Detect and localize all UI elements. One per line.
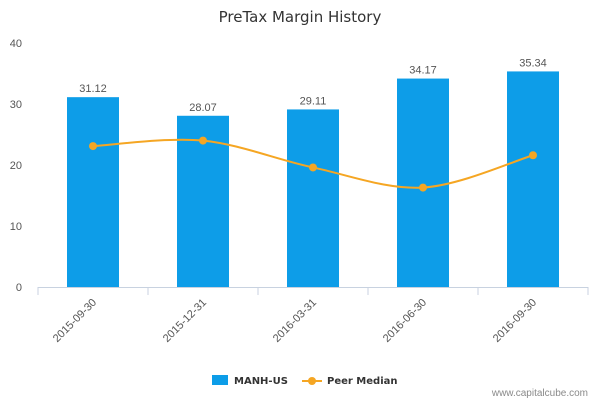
x-tick-label: 2015-12-31 [161, 297, 209, 345]
y-tick-label: 40 [10, 38, 22, 50]
legend-item-peer-median[interactable]: Peer Median [327, 376, 398, 387]
bar-series [67, 71, 559, 288]
legend[interactable]: MANH-US Peer Median [212, 375, 398, 387]
bar-data-label: 29.11 [300, 95, 327, 107]
y-tick-label: 20 [10, 160, 22, 172]
peer-median-point[interactable] [419, 183, 427, 192]
chart-title: PreTax Margin History [219, 8, 382, 26]
y-tick-label: 30 [10, 99, 22, 111]
x-tick-label: 2016-09-30 [491, 297, 539, 345]
bar-data-label: 34.17 [409, 65, 437, 77]
y-tick-label: 10 [10, 221, 22, 233]
bar[interactable] [507, 71, 559, 288]
peer-median-series [89, 136, 537, 192]
y-axis: 0 10 20 30 40 [10, 38, 22, 294]
credit-text: www.capitalcube.com [491, 388, 588, 399]
y-tick-label: 0 [16, 282, 22, 294]
x-tick-label: 2016-06-30 [381, 297, 429, 345]
peer-median-point[interactable] [309, 163, 317, 172]
legend-line-marker [308, 377, 316, 385]
x-tick-label: 2016-03-31 [271, 297, 319, 345]
peer-median-point[interactable] [89, 142, 97, 151]
x-axis: 2015-09-30 2015-12-31 2016-03-31 2016-06-30… [37, 287, 589, 345]
bar[interactable] [287, 109, 339, 287]
bar[interactable] [397, 78, 449, 287]
legend-item-manh-us[interactable]: MANH-US [234, 376, 288, 387]
legend-bar-swatch [212, 375, 228, 385]
peer-median-point[interactable] [529, 151, 537, 160]
peer-median-point[interactable] [199, 136, 207, 145]
bar-data-label: 31.12 [79, 83, 107, 95]
bar-data-label: 28.07 [189, 102, 217, 114]
bar-data-labels: 31.12 28.07 29.11 34.17 35.34 [79, 57, 547, 113]
bar-data-label: 35.34 [519, 57, 547, 69]
x-tick-label: 2015-09-30 [51, 297, 99, 345]
bar[interactable] [67, 97, 119, 287]
